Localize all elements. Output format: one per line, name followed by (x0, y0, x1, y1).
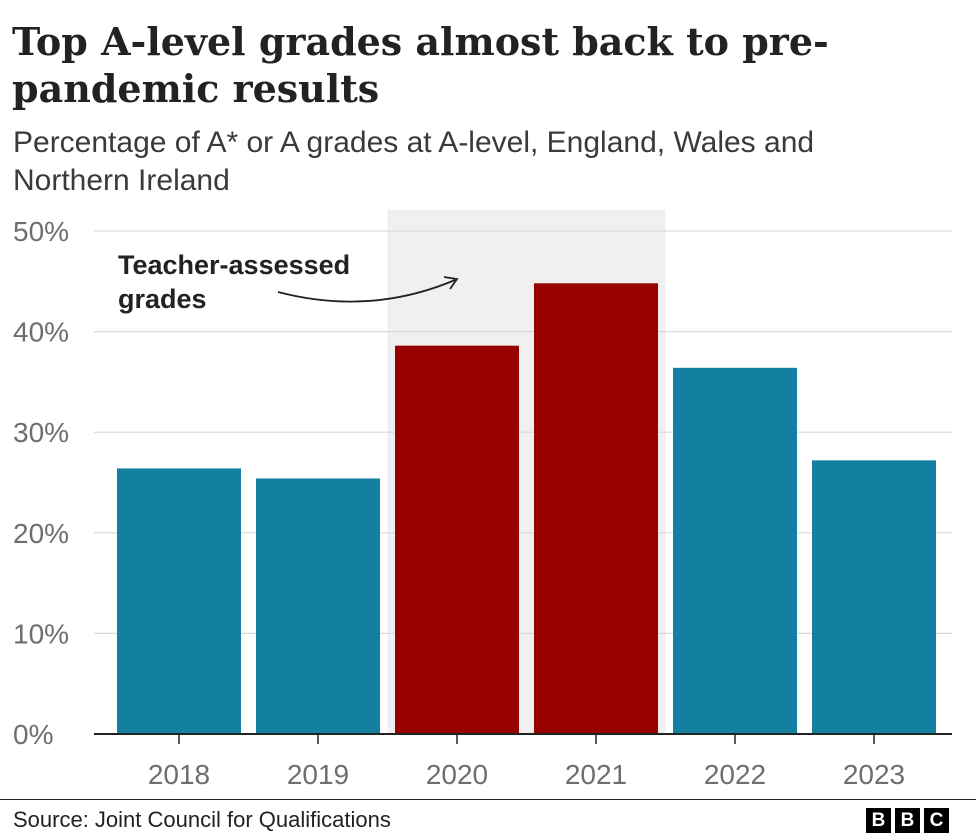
bar-2023 (812, 460, 936, 734)
y-tick-label: 20% (13, 518, 69, 549)
bar-2020 (395, 345, 519, 734)
annotation-line-1: Teacher-assessed (118, 250, 350, 280)
source-note: Source: Joint Council for Qualifications (13, 807, 391, 832)
y-tick-label: 30% (13, 417, 69, 448)
x-axis-ticks: 2018 2019 2020 2021 2022 2023 (94, 733, 952, 790)
y-tick-label: 50% (13, 216, 69, 247)
annotation: Teacher-assessed grades (118, 250, 459, 314)
bar-2019 (256, 478, 380, 734)
x-tick-label: 2018 (148, 759, 210, 790)
y-tick-label: 10% (13, 618, 69, 649)
bar-2022 (673, 367, 797, 734)
bbc-logo-block-3: C (924, 808, 949, 833)
bbc-logo-block-1: B (866, 808, 891, 833)
y-tick-label: 0% (13, 719, 53, 750)
x-tick-label: 2020 (426, 759, 488, 790)
bar-chart: 0%10%20%30%40%50% 2018 2019 2020 2021 2022 20… (13, 210, 952, 790)
x-tick-label: 2021 (565, 759, 627, 790)
annotation-arrow-icon (277, 279, 456, 303)
annotation-line-2: grades (118, 284, 207, 314)
footer-divider (0, 799, 976, 800)
bbc-logo-block-2: B (895, 808, 920, 833)
bar-2018 (117, 468, 241, 734)
bar-2021 (534, 283, 658, 734)
y-tick-label: 40% (13, 317, 69, 348)
x-tick-label: 2022 (704, 759, 766, 790)
x-tick-label: 2023 (843, 759, 905, 790)
chart-subtitle: Percentage of A* or A grades at A-level,… (13, 126, 815, 197)
chart-title: Top A-level grades almost back to pre-pa… (12, 19, 829, 111)
bbc-logo: B B C (866, 808, 949, 833)
x-tick-label: 2019 (287, 759, 349, 790)
y-axis-tick-labels: 0% 10% 20% 30% 40% 50% (13, 216, 69, 750)
bars (117, 283, 936, 734)
annotation-arrowhead-icon (443, 276, 459, 290)
